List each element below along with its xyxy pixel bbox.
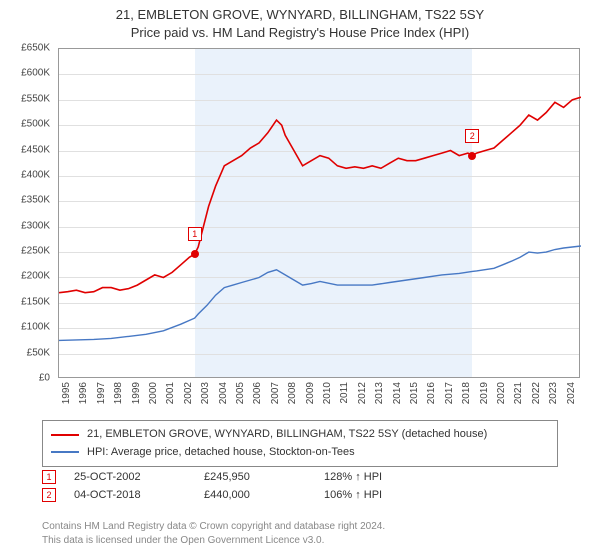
x-tick-label: 2007	[270, 382, 281, 404]
y-tick-label: £150K	[21, 296, 50, 307]
legend-swatch	[51, 434, 79, 436]
sale-row: 1 25-OCT-2002 £245,950 128% ↑ HPI	[42, 470, 558, 484]
x-tick-label: 2009	[305, 382, 316, 404]
title-line-1: 21, EMBLETON GROVE, WYNYARD, BILLINGHAM,…	[0, 6, 600, 24]
x-tick-label: 2012	[357, 382, 368, 404]
legend-label: 21, EMBLETON GROVE, WYNYARD, BILLINGHAM,…	[87, 426, 487, 444]
x-tick-label: 2016	[426, 382, 437, 404]
x-tick-label: 2020	[496, 382, 507, 404]
sale-marker-box: 2	[42, 488, 56, 502]
x-tick-label: 2005	[235, 382, 246, 404]
x-tick-label: 2021	[513, 382, 524, 404]
x-tick-label: 2004	[218, 382, 229, 404]
y-tick-label: £500K	[21, 119, 50, 130]
sale-date: 25-OCT-2002	[74, 471, 204, 483]
y-tick-label: £550K	[21, 93, 50, 104]
footnote-line: Contains HM Land Registry data © Crown c…	[42, 520, 558, 534]
plot-area: 12	[58, 48, 580, 378]
sale-marker-label: 1	[188, 227, 202, 241]
x-tick-label: 2015	[409, 382, 420, 404]
series-hpi	[59, 246, 581, 340]
x-tick-label: 2000	[148, 382, 159, 404]
x-tick-label: 1995	[61, 382, 72, 404]
y-tick-label: £400K	[21, 169, 50, 180]
x-tick-label: 2018	[461, 382, 472, 404]
sale-marker-dot	[191, 250, 199, 258]
sale-row: 2 04-OCT-2018 £440,000 106% ↑ HPI	[42, 488, 558, 502]
line-layer	[59, 49, 581, 379]
y-tick-label: £300K	[21, 220, 50, 231]
x-axis: 1995 1996 1997 1998 1999 2000 2001 2002 2003 2004…	[58, 380, 580, 410]
chart-container: 21, EMBLETON GROVE, WYNYARD, BILLINGHAM,…	[0, 0, 600, 560]
legend: 21, EMBLETON GROVE, WYNYARD, BILLINGHAM,…	[42, 420, 558, 467]
chart-area: £0 £50K £100K £150K £200K £250K £300K £350K £400…	[10, 48, 590, 408]
y-tick-label: £250K	[21, 246, 50, 257]
x-tick-label: 2002	[183, 382, 194, 404]
sale-marker-dot	[468, 152, 476, 160]
x-tick-label: 1996	[78, 382, 89, 404]
x-tick-label: 2003	[200, 382, 211, 404]
y-tick-label: £100K	[21, 322, 50, 333]
y-tick-label: £350K	[21, 195, 50, 206]
sale-price: £245,950	[204, 471, 324, 483]
sales-table: 1 25-OCT-2002 £245,950 128% ↑ HPI 2 04-O…	[42, 470, 558, 506]
sale-marker-label: 2	[465, 129, 479, 143]
x-tick-label: 2006	[252, 382, 263, 404]
legend-swatch	[51, 451, 79, 453]
x-tick-label: 2014	[392, 382, 403, 404]
series-property	[59, 97, 581, 293]
title-line-2: Price paid vs. HM Land Registry's House …	[0, 24, 600, 42]
y-tick-label: £0	[39, 373, 50, 384]
legend-label: HPI: Average price, detached house, Stoc…	[87, 444, 355, 462]
x-tick-label: 2024	[566, 382, 577, 404]
x-tick-label: 1997	[96, 382, 107, 404]
title-block: 21, EMBLETON GROVE, WYNYARD, BILLINGHAM,…	[0, 0, 600, 42]
sale-ratio: 106% ↑ HPI	[324, 489, 382, 501]
footnote-line: This data is licensed under the Open Gov…	[42, 534, 558, 548]
y-tick-label: £650K	[21, 43, 50, 54]
x-tick-label: 2010	[322, 382, 333, 404]
y-tick-label: £50K	[27, 347, 50, 358]
x-tick-label: 2022	[531, 382, 542, 404]
y-axis: £0 £50K £100K £150K £200K £250K £300K £350K £400…	[10, 48, 54, 408]
y-tick-label: £600K	[21, 68, 50, 79]
sale-marker-box: 1	[42, 470, 56, 484]
x-tick-label: 2011	[339, 382, 350, 404]
x-tick-label: 2019	[479, 382, 490, 404]
x-tick-label: 2023	[548, 382, 559, 404]
x-tick-label: 2008	[287, 382, 298, 404]
x-tick-label: 2001	[165, 382, 176, 404]
sale-ratio: 128% ↑ HPI	[324, 471, 382, 483]
legend-row: 21, EMBLETON GROVE, WYNYARD, BILLINGHAM,…	[51, 426, 549, 444]
x-tick-label: 1998	[113, 382, 124, 404]
y-tick-label: £450K	[21, 144, 50, 155]
legend-row: HPI: Average price, detached house, Stoc…	[51, 444, 549, 462]
x-tick-label: 2017	[444, 382, 455, 404]
sale-price: £440,000	[204, 489, 324, 501]
sale-date: 04-OCT-2018	[74, 489, 204, 501]
x-tick-label: 2013	[374, 382, 385, 404]
x-tick-label: 1999	[131, 382, 142, 404]
footnote: Contains HM Land Registry data © Crown c…	[42, 520, 558, 548]
y-tick-label: £200K	[21, 271, 50, 282]
